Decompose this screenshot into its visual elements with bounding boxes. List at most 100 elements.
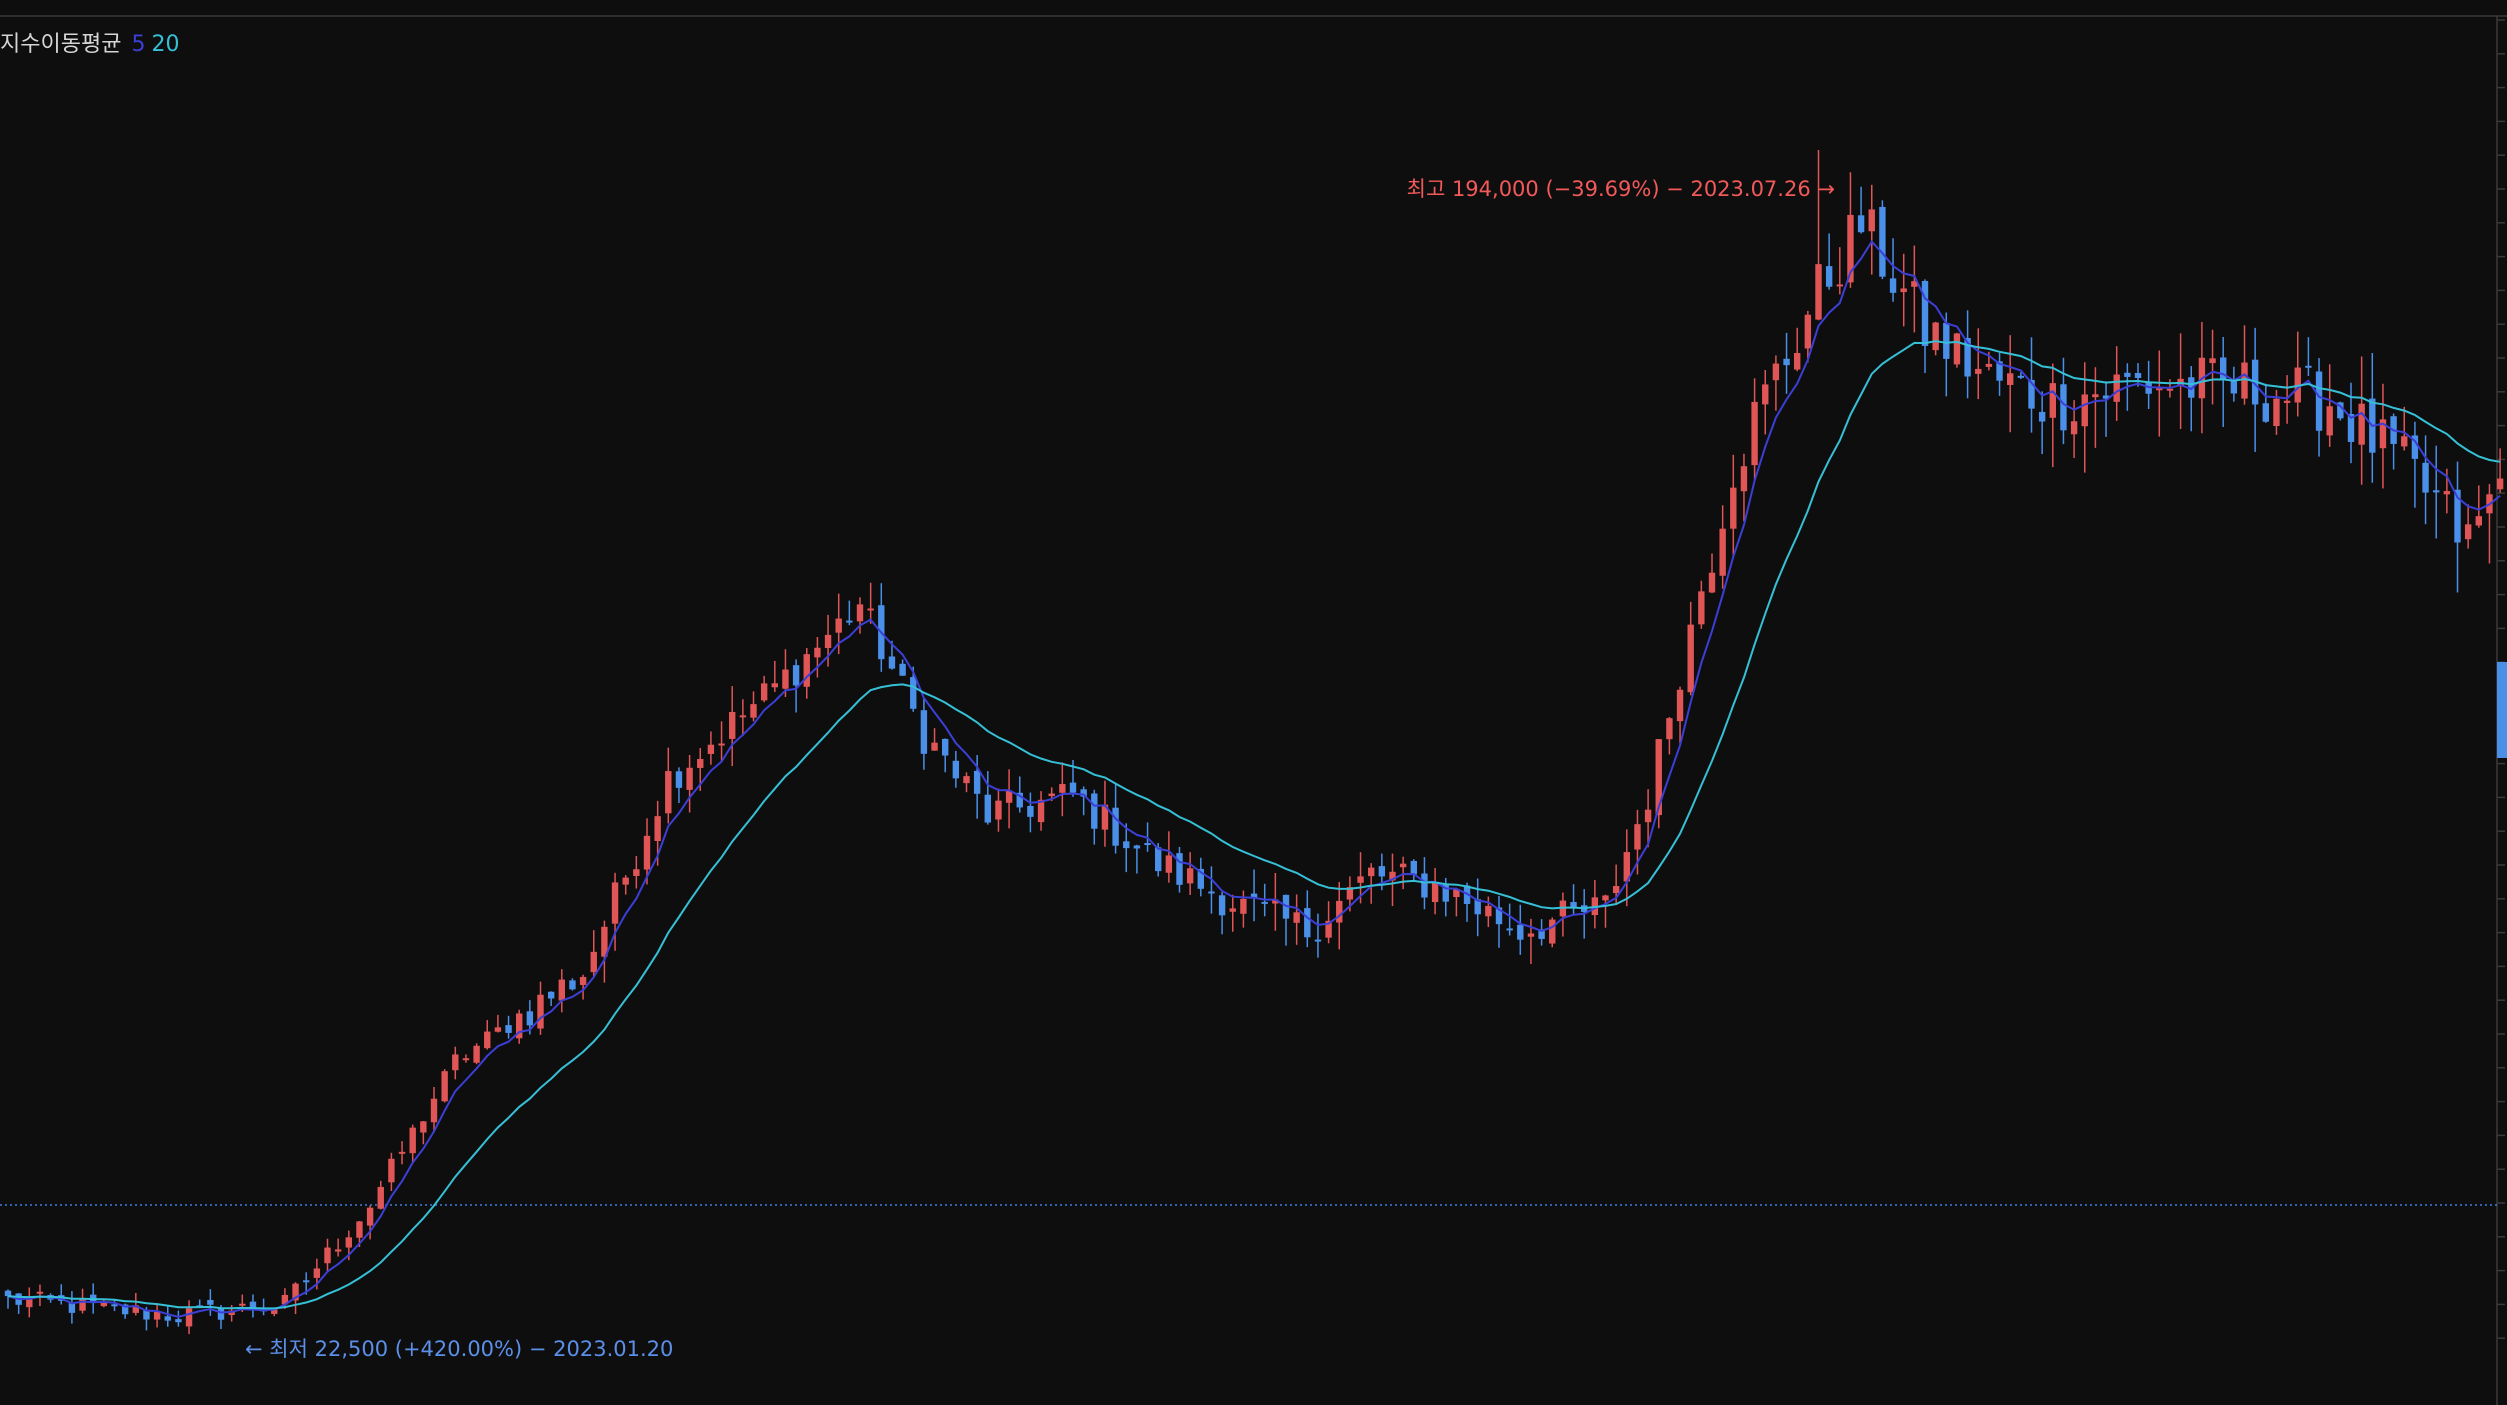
candle-body (942, 738, 949, 756)
candle-body (1218, 895, 1226, 916)
candle-body (334, 1249, 342, 1252)
indicator-legend: 지수이동평균 5 20 (0, 26, 179, 58)
candle-body (537, 994, 544, 1029)
candle-body (1740, 466, 1748, 492)
candle-body (1506, 928, 1513, 931)
candle-body (1421, 873, 1428, 898)
price-scale-handle[interactable] (2497, 662, 2507, 758)
candle-body (547, 991, 555, 999)
candle-body (1048, 793, 1055, 797)
ma5-label: 5 (131, 32, 146, 57)
indicator-title: 지수이동평균 (0, 32, 122, 57)
candle-body (1985, 363, 1993, 367)
candle-body (1410, 860, 1417, 875)
candle-body (1634, 824, 1641, 850)
low-price-label: 최저 22,500 (+420.00%) − 2023.01.20 (269, 1337, 674, 1361)
candle-body (2337, 402, 2344, 419)
candle-body (1368, 867, 1375, 877)
candle-body (2081, 394, 2088, 427)
candle-body (2262, 403, 2269, 422)
candle-body (2496, 478, 2504, 490)
candle-body (175, 1319, 182, 1323)
candle-body (579, 976, 587, 985)
candle-body (1250, 893, 1258, 899)
candle-body (239, 1303, 246, 1306)
candle-body (249, 1301, 257, 1311)
candle-body (1975, 368, 1982, 374)
candle-body (526, 1011, 534, 1026)
candle-body (79, 1298, 86, 1311)
candle-body (2422, 462, 2429, 493)
candle-body (324, 1247, 331, 1264)
candle-body (1069, 782, 1077, 793)
candle-body (303, 1280, 310, 1283)
candle-body (1730, 487, 1737, 529)
candle-body (2102, 395, 2110, 399)
candle-body (388, 1158, 395, 1183)
candle-body (1527, 933, 1535, 937)
candle-body (271, 1308, 278, 1314)
candle-body (1272, 899, 1279, 904)
candle-body (1825, 266, 1833, 287)
candle-body (377, 1186, 384, 1209)
ema-20-line (7, 340, 2501, 1310)
candle-body (1868, 209, 1875, 232)
candle-body (143, 1310, 150, 1320)
candle-body (750, 704, 757, 718)
ma20-label: 20 (151, 32, 180, 57)
candle-body (1389, 871, 1396, 881)
candle-body (366, 1207, 374, 1226)
candle-body (697, 759, 704, 768)
candle-body (1005, 790, 1013, 803)
candle-body (856, 604, 864, 622)
candle-body (2134, 373, 2142, 378)
candle-body (1921, 280, 1929, 346)
candle-body (1123, 841, 1130, 849)
candle-body (910, 677, 917, 709)
candle-body (1911, 281, 1918, 287)
candle-body (1666, 718, 1673, 740)
candle-body (2326, 406, 2333, 436)
candle-body (345, 1237, 352, 1248)
candle-body (739, 715, 747, 718)
candle-body (558, 979, 565, 1001)
candle-body (771, 683, 778, 688)
candle-body (153, 1311, 161, 1320)
candle-body (611, 882, 619, 924)
candle-body (2209, 358, 2216, 364)
candle-body (835, 618, 842, 633)
candle-body (1964, 338, 1971, 377)
candle-body (473, 1045, 480, 1063)
candle-body (1155, 847, 1162, 872)
candle-body (622, 877, 629, 885)
candle-body (2145, 383, 2152, 394)
candle-body (1644, 809, 1652, 823)
candle-body (686, 767, 693, 790)
candle-body (100, 1301, 108, 1307)
candle-body (2230, 381, 2238, 394)
candle-body (2220, 357, 2227, 379)
candle-body (803, 654, 810, 687)
candle-body (1857, 215, 1865, 233)
candle-body (462, 1058, 470, 1061)
candle-body (1847, 214, 1854, 283)
candle-body (420, 1121, 427, 1133)
candle-body (1453, 889, 1460, 898)
candle-body (1687, 624, 1694, 693)
arrow-left-icon: ← (245, 1337, 263, 1361)
candle-body (973, 770, 981, 794)
candle-body (2273, 398, 2280, 427)
candle-body (1304, 908, 1311, 938)
candle-body (2092, 394, 2099, 398)
candle-body (217, 1307, 225, 1320)
candle-body (1016, 792, 1023, 808)
candle-body (1037, 799, 1045, 823)
candle-body (505, 1025, 512, 1033)
candle-body (2028, 379, 2035, 409)
candle-body (569, 980, 576, 990)
candle-body (452, 1054, 459, 1071)
candle-body (1783, 358, 1790, 366)
candle-body (1336, 900, 1343, 923)
candle-body (1708, 572, 1716, 593)
